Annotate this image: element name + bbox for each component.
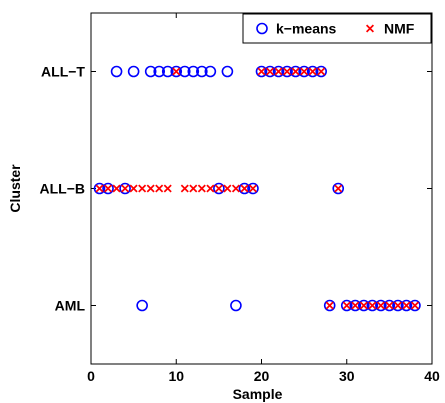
- kmeans-point: [93, 182, 106, 195]
- kmeans-point: [289, 65, 302, 78]
- x-tick-label: 20: [254, 368, 270, 384]
- kmeans-point: [357, 299, 370, 312]
- y-axis-label: Cluster: [7, 164, 23, 213]
- x-tick-label: 40: [424, 368, 440, 384]
- nmf-point: [146, 184, 155, 193]
- x-axis-label: Sample: [233, 386, 283, 402]
- nmf-point: [308, 67, 317, 76]
- nmf-point: [240, 184, 249, 193]
- kmeans-point: [187, 65, 200, 78]
- nmf-point: [163, 184, 172, 193]
- nmf-point: [257, 67, 266, 76]
- nmf-point: [248, 184, 257, 193]
- kmeans-point: [136, 299, 148, 312]
- y-tick-label: ALL−T: [41, 64, 85, 80]
- nmf-point: [180, 184, 189, 193]
- nmf-point: [283, 67, 292, 76]
- nmf-point: [334, 184, 343, 193]
- nmf-point: [351, 301, 360, 310]
- kmeans-point: [315, 65, 327, 78]
- legend-nmf-marker: [365, 24, 375, 33]
- nmf-point: [266, 67, 275, 76]
- nmf-point: [274, 67, 283, 76]
- nmf-point: [342, 301, 351, 310]
- kmeans-point: [161, 65, 174, 78]
- kmeans-point: [366, 299, 379, 312]
- kmeans-point: [196, 65, 208, 78]
- nmf-point: [189, 184, 198, 193]
- nmf-point: [197, 184, 206, 193]
- nmf-point: [231, 184, 240, 193]
- nmf-point: [385, 301, 394, 310]
- kmeans-point: [349, 299, 362, 312]
- nmf-point: [155, 184, 164, 193]
- kmeans-point: [119, 182, 131, 195]
- kmeans-point: [144, 65, 157, 78]
- kmeans-point: [247, 182, 259, 195]
- nmf-point: [291, 67, 300, 76]
- nmf-point: [402, 301, 411, 310]
- kmeans-point: [264, 65, 276, 78]
- kmeans-point: [127, 65, 140, 78]
- legend-kmeans-marker: [256, 22, 268, 35]
- legend: k−means NMF: [242, 13, 432, 44]
- legend-nmf-label: NMF: [384, 21, 415, 37]
- kmeans-point: [110, 65, 123, 78]
- nmf-point: [104, 184, 113, 193]
- nmf-point: [223, 184, 232, 193]
- nmf-point: [138, 184, 147, 193]
- kmeans-point: [204, 65, 217, 78]
- kmeans-point: [383, 299, 396, 312]
- kmeans-point: [409, 299, 421, 312]
- nmf-point: [129, 184, 138, 193]
- kmeans-point: [213, 182, 225, 195]
- nmf-point: [325, 301, 334, 310]
- nmf-point: [359, 301, 368, 310]
- nmf-point: [172, 67, 181, 76]
- kmeans-point: [298, 65, 310, 78]
- kmeans-point: [102, 182, 114, 195]
- data-marks: [93, 65, 421, 312]
- kmeans-point: [340, 299, 353, 312]
- nmf-point: [376, 301, 385, 310]
- kmeans-point: [153, 65, 165, 78]
- kmeans-point: [272, 65, 285, 78]
- x-tick-label: 10: [168, 368, 184, 384]
- kmeans-point: [221, 65, 234, 78]
- nmf-point: [410, 301, 419, 310]
- nmf-point: [206, 184, 215, 193]
- kmeans-point: [170, 65, 183, 78]
- kmeans-point: [392, 299, 404, 312]
- nmf-point: [317, 67, 326, 76]
- legend-kmeans-label: k−means: [276, 21, 337, 37]
- nmf-point: [214, 184, 223, 193]
- legend-box: [242, 13, 432, 44]
- nmf-point: [300, 67, 309, 76]
- kmeans-point: [375, 299, 387, 312]
- nmf-point: [368, 301, 377, 310]
- kmeans-point: [323, 299, 336, 312]
- kmeans-point: [178, 65, 191, 78]
- y-tick-label: AML: [55, 298, 86, 314]
- kmeans-point: [281, 65, 293, 78]
- kmeans-point: [255, 65, 268, 78]
- nmf-point: [95, 184, 104, 193]
- x-tick-label: 30: [339, 368, 355, 384]
- nmf-point: [112, 184, 121, 193]
- kmeans-point: [230, 299, 242, 312]
- kmeans-point: [306, 65, 319, 78]
- x-tick-label: 0: [87, 368, 95, 384]
- y-tick-label: ALL−B: [40, 181, 86, 197]
- kmeans-point: [238, 182, 251, 195]
- kmeans-point: [332, 182, 345, 195]
- nmf-point: [121, 184, 130, 193]
- nmf-point: [393, 301, 402, 310]
- kmeans-point: [400, 299, 413, 312]
